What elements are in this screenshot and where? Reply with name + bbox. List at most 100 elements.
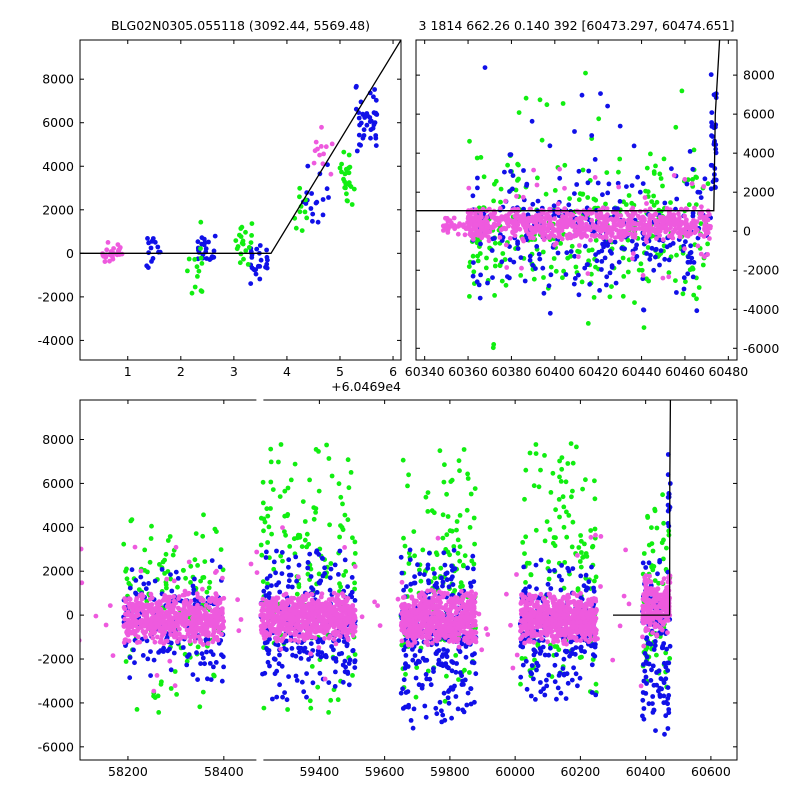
data-point bbox=[554, 696, 559, 702]
data-point bbox=[265, 581, 270, 587]
data-point bbox=[691, 147, 697, 153]
data-point bbox=[274, 548, 279, 554]
data-point bbox=[568, 441, 574, 446]
data-point bbox=[200, 575, 206, 580]
data-point bbox=[444, 664, 450, 670]
data-point bbox=[311, 160, 317, 166]
data-point bbox=[583, 572, 589, 578]
data-point bbox=[399, 602, 405, 608]
data-point bbox=[564, 221, 570, 227]
data-point bbox=[275, 595, 281, 601]
data-point bbox=[434, 651, 439, 656]
data-point bbox=[451, 215, 457, 221]
data-point bbox=[440, 712, 446, 718]
data-point bbox=[418, 595, 423, 601]
panel-title: BLG02N0305.055118 (3092.44, 5569.48) bbox=[111, 18, 370, 33]
data-point bbox=[194, 591, 200, 597]
data-point bbox=[356, 115, 362, 121]
data-point bbox=[671, 229, 677, 234]
data-point bbox=[538, 557, 544, 563]
data-point bbox=[587, 281, 593, 287]
data-point bbox=[269, 622, 274, 628]
data-point bbox=[217, 564, 223, 570]
data-point bbox=[316, 488, 322, 494]
data-point bbox=[657, 228, 663, 234]
data-point bbox=[402, 543, 408, 549]
data-point bbox=[208, 649, 214, 654]
data-point bbox=[211, 636, 217, 642]
data-point bbox=[147, 596, 153, 602]
data-point bbox=[308, 206, 314, 211]
data-point bbox=[576, 292, 582, 298]
data-point bbox=[551, 535, 557, 540]
data-point bbox=[270, 487, 276, 492]
data-point bbox=[668, 200, 673, 206]
data-point bbox=[241, 256, 246, 262]
data-point bbox=[442, 717, 448, 723]
data-point bbox=[280, 636, 286, 641]
data-point bbox=[195, 677, 201, 682]
data-point bbox=[313, 139, 319, 145]
data-point bbox=[349, 589, 355, 595]
data-point bbox=[521, 564, 527, 570]
data-point bbox=[319, 124, 324, 130]
data-point bbox=[635, 221, 640, 227]
data-point bbox=[579, 220, 585, 226]
data-point bbox=[558, 479, 564, 484]
data-point bbox=[305, 163, 311, 169]
data-point bbox=[588, 528, 594, 533]
data-point bbox=[683, 239, 688, 245]
data-point bbox=[479, 225, 485, 231]
data-points bbox=[80, 441, 673, 737]
data-point bbox=[464, 507, 470, 513]
data-point bbox=[197, 637, 203, 642]
data-point bbox=[401, 587, 406, 593]
data-point bbox=[332, 630, 338, 635]
data-point bbox=[490, 236, 496, 242]
x-tick-label: 60420 bbox=[578, 364, 618, 379]
data-point bbox=[654, 199, 660, 205]
data-point bbox=[453, 653, 459, 658]
data-point bbox=[702, 227, 707, 232]
data-point bbox=[557, 166, 562, 172]
data-point bbox=[348, 184, 354, 190]
data-point bbox=[564, 250, 570, 256]
data-point bbox=[593, 237, 599, 243]
data-point bbox=[275, 642, 281, 648]
data-point bbox=[476, 282, 482, 288]
data-point bbox=[558, 587, 564, 593]
data-point bbox=[326, 710, 331, 715]
data-point bbox=[164, 638, 170, 644]
data-point bbox=[350, 535, 355, 541]
data-point bbox=[329, 141, 335, 147]
data-point bbox=[440, 579, 446, 585]
data-point bbox=[308, 705, 314, 711]
data-point bbox=[467, 294, 472, 299]
data-point bbox=[523, 580, 528, 585]
data-point bbox=[417, 648, 423, 654]
data-point bbox=[433, 705, 439, 711]
data-point bbox=[594, 258, 600, 264]
data-point bbox=[672, 215, 677, 221]
data-point bbox=[666, 270, 672, 276]
data-point bbox=[571, 219, 576, 225]
data-point bbox=[400, 457, 406, 463]
data-point bbox=[641, 307, 647, 313]
data-point bbox=[650, 694, 656, 699]
data-point bbox=[531, 219, 537, 225]
data-point bbox=[262, 640, 268, 646]
data-point bbox=[284, 513, 290, 519]
data-point bbox=[588, 237, 593, 243]
data-point bbox=[518, 273, 524, 278]
data-point bbox=[516, 176, 521, 182]
data-point bbox=[492, 293, 497, 298]
data-point bbox=[195, 239, 201, 245]
data-point bbox=[188, 635, 194, 640]
data-point bbox=[708, 186, 714, 192]
data-point bbox=[186, 652, 192, 657]
data-point bbox=[414, 598, 419, 604]
data-point bbox=[492, 181, 497, 187]
data-point bbox=[307, 698, 313, 704]
data-point bbox=[316, 615, 322, 621]
data-point bbox=[644, 251, 649, 256]
